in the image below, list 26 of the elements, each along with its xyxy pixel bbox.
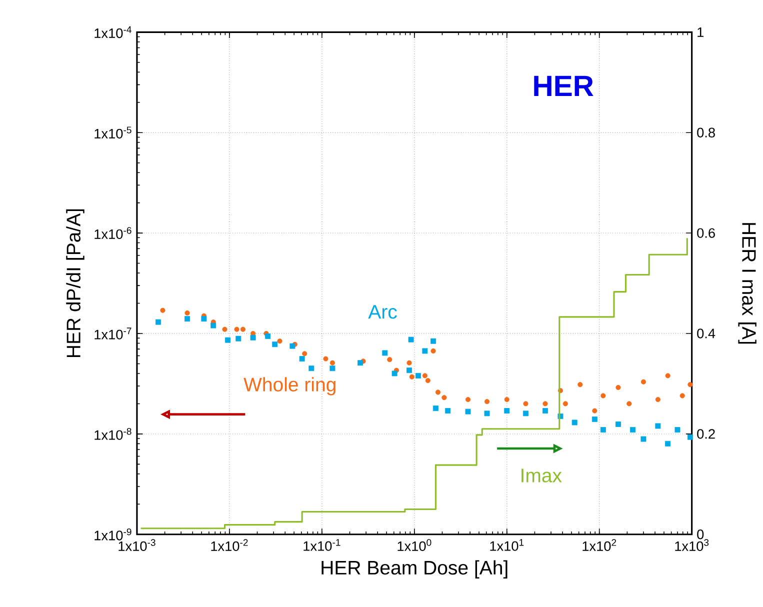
y-tick-label: 1x10$^{-4}$: [94, 26, 132, 38]
y-tick-label: 1x10$^{-9}$: [94, 528, 132, 541]
series-label: Arc: [368, 305, 397, 319]
y-tick-label: 1x10$^{-6}$: [94, 227, 132, 240]
annotation: HER: [534, 76, 594, 96]
y2-axis-title: HER I max [A]: [738, 223, 756, 344]
y-tick-label: 1x10$^{-7}$: [94, 328, 132, 340]
y2-tick-label: 0: [697, 530, 704, 540]
y-tick-label: 1x10$^{-8}$: [94, 428, 132, 440]
text: Imax: [522, 469, 562, 483]
x-tick-label: 1x10$^{0}$: [398, 539, 432, 552]
x-tick-label: 1x10$^{-1}$: [304, 539, 340, 552]
x-tick-label: 1x10$^{2}$: [582, 539, 616, 552]
x-tick-label: 1x10$^{-2}$: [211, 539, 248, 552]
y2-tick-label: 0.2: [697, 429, 715, 439]
x-axis-title: HER Beam Dose [Ah]: [322, 560, 508, 579]
y2-tick-label: 0.6: [697, 228, 715, 238]
x-tick-label: 1x10$^{-3}$: [118, 539, 156, 552]
y2-tick-label: 1: [698, 28, 704, 38]
y2-tick-label: 0.8: [697, 128, 715, 138]
y2-tick-label: 0.4: [697, 328, 716, 339]
x-tick-label: 1x10$^{1}$: [490, 539, 524, 552]
x-tick-label: 1x10$^{3}$: [675, 539, 709, 552]
y-tick-label: 1x10$^{-5}$: [94, 126, 132, 139]
y-axis-title: HER dP/dI [Pa/A]: [66, 210, 84, 358]
series-label: Whole ring: [244, 377, 336, 396]
